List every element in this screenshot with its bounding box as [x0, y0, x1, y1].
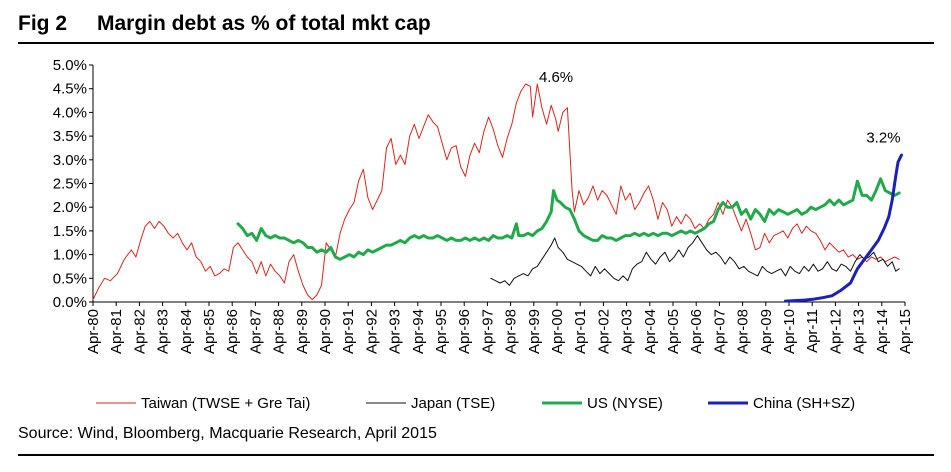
y-tick-label: 0.5% — [53, 270, 87, 287]
x-tick-label: Apr-10 — [781, 309, 798, 354]
figure-number: Fig 2 — [18, 12, 68, 35]
x-tick-label: Apr-09 — [758, 309, 775, 354]
x-tick-label: Apr-85 — [201, 309, 218, 354]
x-tick-label: Apr-06 — [688, 309, 705, 354]
x-tick-label: Apr-80 — [85, 309, 102, 354]
y-tick-label: 2.0% — [53, 199, 87, 216]
legend-label: US (NYSE) — [587, 395, 663, 412]
x-tick-label: Apr-02 — [595, 309, 612, 354]
header-rule — [18, 42, 934, 44]
series-line — [236, 177, 901, 261]
y-tick-label: 5.0% — [53, 57, 87, 74]
x-tick-label: Apr-95 — [433, 309, 450, 354]
series-line — [92, 83, 900, 301]
y-tick-label: 0.0% — [53, 294, 87, 311]
x-tick-label: Apr-12 — [827, 309, 844, 354]
x-tick-label: Apr-81 — [108, 309, 125, 354]
x-tick-label: Apr-15 — [897, 309, 914, 354]
x-tick-label: Apr-05 — [665, 309, 682, 354]
x-tick-label: Apr-03 — [619, 309, 636, 354]
annotations: 4.6% 3.2% — [539, 69, 901, 146]
series-line — [784, 153, 903, 303]
axes: 0.0% 0.5% 1.0% 1.5% 2.0% 2.5% 3.0% 3.5% 4.0% 4.5%… — [53, 57, 914, 354]
x-tick-label: Apr-97 — [479, 309, 496, 354]
y-tick-label: 2.5% — [53, 176, 87, 193]
x-tick-label: Apr-89 — [294, 309, 311, 354]
x-tick-label: Apr-07 — [711, 309, 728, 354]
x-tick-label: Apr-94 — [410, 309, 427, 354]
x-tick-label: Apr-00 — [549, 309, 566, 354]
annotation-label: 4.6% — [539, 69, 573, 86]
y-tick-label: 1.5% — [53, 223, 87, 240]
x-tick-label: Apr-88 — [271, 309, 288, 354]
y-tick-label: 3.0% — [53, 152, 87, 169]
legend-label: China (SH+SZ) — [753, 395, 855, 412]
x-tick-label: Apr-98 — [503, 309, 520, 354]
series-lines — [92, 83, 903, 303]
figure-title: Margin debt as % of total mkt cap — [97, 12, 431, 35]
x-tick-label: Apr-14 — [874, 309, 891, 354]
margin-debt-chart: 0.0% 0.5% 1.0% 1.5% 2.0% 2.5% 3.0% 3.5% 4.0% 4.5%… — [53, 57, 914, 412]
annotation-label: 3.2% — [866, 129, 900, 146]
x-tick-label: Apr-99 — [526, 309, 543, 354]
x-tick-label: Apr-04 — [642, 309, 659, 354]
x-tick-label: Apr-86 — [224, 309, 241, 354]
y-tick-label: 4.0% — [53, 104, 87, 121]
figure-header: Fig 2 Margin debt as % of total mkt cap — [18, 12, 933, 42]
x-tick-label: Apr-82 — [131, 309, 148, 354]
x-tick-label: Apr-93 — [387, 309, 404, 354]
x-tick-label: Apr-87 — [247, 309, 264, 354]
x-tick-label: Apr-91 — [340, 309, 357, 354]
legend-label: Japan (TSE) — [411, 395, 495, 412]
x-tick-label: Apr-83 — [155, 309, 172, 354]
legend: Taiwan (TWSE + Gre Tai) Japan (TSE) US (NY… — [96, 395, 855, 412]
x-tick-label: Apr-92 — [363, 309, 380, 354]
legend-label: Taiwan (TWSE + Gre Tai) — [141, 395, 310, 412]
y-tick-label: 4.5% — [53, 81, 87, 98]
x-tick-label: Apr-96 — [456, 309, 473, 354]
y-tick-label: 3.5% — [53, 128, 87, 145]
source-note: Source: Wind, Bloomberg, Macquarie Resea… — [18, 425, 437, 442]
x-tick-label: Apr-01 — [572, 309, 589, 354]
x-tick-label: Apr-11 — [804, 309, 821, 353]
x-tick-label: Apr-84 — [178, 309, 195, 354]
footer-rule — [18, 454, 934, 456]
x-tick-label: Apr-08 — [735, 309, 752, 354]
series-line — [490, 235, 900, 286]
y-tick-label: 1.0% — [53, 247, 87, 264]
x-tick-label: Apr-13 — [851, 309, 868, 354]
x-tick-label: Apr-90 — [317, 309, 334, 354]
